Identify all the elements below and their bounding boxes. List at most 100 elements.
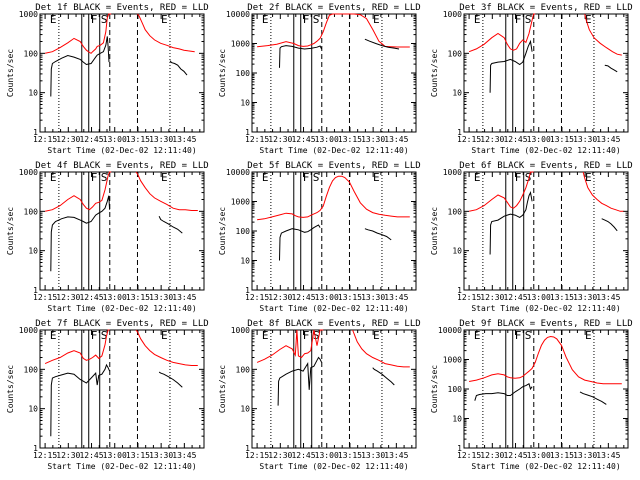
x-tick-label: 12:15 xyxy=(33,135,57,144)
panel-det-6: Det 6f BLACK = Events, RED = LLD 1 10 100 10… xyxy=(430,161,633,313)
y-tick-label: 1000 xyxy=(19,10,38,19)
y-tick-label: 10 xyxy=(240,257,250,266)
lld-series-line xyxy=(44,329,110,365)
events-series-line xyxy=(604,64,618,73)
x-axis-label: Start Time (02-Dec-02 12:11:40) xyxy=(471,146,620,155)
flag-label: E xyxy=(161,171,168,184)
x-tick-label: 12:15 xyxy=(245,293,269,302)
panel-title: Det 7f BLACK = Events, RED = LLD xyxy=(35,319,208,329)
y-axis-label: Counts/sec xyxy=(6,207,15,255)
flag-label: S xyxy=(525,13,532,26)
flag-label: F xyxy=(91,329,98,342)
x-axis-label: Start Time (02-Dec-02 12:11:40) xyxy=(259,146,408,155)
lld-series-line xyxy=(257,13,410,48)
flag-label: E xyxy=(262,13,269,26)
events-series-line xyxy=(50,195,111,272)
plot-frame xyxy=(251,13,417,133)
flag-label: F xyxy=(303,171,310,184)
panel-det-9: Det 9f BLACK = Events, RED = LLD 1 10 100 10… xyxy=(430,319,633,471)
flag-label: S xyxy=(313,329,320,342)
x-tick-label: 13:00 xyxy=(527,293,551,302)
flag-label: E xyxy=(373,329,380,342)
x-tick-label: 13:00 xyxy=(315,293,339,302)
x-tick-label: 13:30 xyxy=(573,451,597,460)
x-tick-label: 13:45 xyxy=(596,135,620,144)
x-tick-label: 12:45 xyxy=(503,451,527,460)
panel-det-3: Det 3f BLACK = Events, RED = LLD 1 10 100 10… xyxy=(430,3,633,155)
x-tick-label: 13:45 xyxy=(384,135,408,144)
x-tick-label: 13:00 xyxy=(103,293,127,302)
x-tick-label: 12:30 xyxy=(268,451,292,460)
x-tick-label: 13:30 xyxy=(573,293,597,302)
x-axis-label: Start Time (02-Dec-02 12:11:40) xyxy=(471,304,620,313)
x-tick-label: 12:30 xyxy=(56,135,80,144)
x-tick-label: 12:45 xyxy=(503,293,527,302)
x-tick-label: 12:45 xyxy=(291,451,315,460)
events-series-line xyxy=(158,371,183,388)
flag-label: S xyxy=(313,171,320,184)
flag-label: E xyxy=(474,13,481,26)
flag-label: F xyxy=(515,13,522,26)
x-tick-label: 12:45 xyxy=(79,135,103,144)
events-series-line xyxy=(601,218,618,232)
x-tick-label: 13:15 xyxy=(550,293,574,302)
y-tick-label: 100 xyxy=(448,49,463,58)
y-tick-label: 10 xyxy=(240,99,250,108)
x-tick-label: 13:15 xyxy=(338,293,362,302)
panel-det-7: Det 7f BLACK = Events, RED = LLD 1 10 100 10… xyxy=(6,319,209,471)
flag-label: S xyxy=(313,13,320,26)
panel-det-5: Det 5f BLACK = Events, RED = LLD 1 10 100 10… xyxy=(218,161,421,313)
x-tick-label: 12:30 xyxy=(268,135,292,144)
x-tick-label: 13:15 xyxy=(550,135,574,144)
x-tick-label: 13:15 xyxy=(338,135,362,144)
flag-label: E xyxy=(50,13,57,26)
x-tick-label: 13:00 xyxy=(315,135,339,144)
y-tick-label: 10 xyxy=(28,247,38,256)
x-tick-label: 12:45 xyxy=(503,135,527,144)
x-tick-label: 13:45 xyxy=(172,451,196,460)
flag-label: F xyxy=(303,13,310,26)
flag-label: S xyxy=(525,329,532,342)
panel-title: Det 5f BLACK = Events, RED = LLD xyxy=(247,161,420,171)
x-tick-label: 13:30 xyxy=(361,293,385,302)
panel-title: Det 2f BLACK = Events, RED = LLD xyxy=(247,3,420,13)
x-tick-label: 13:15 xyxy=(126,135,150,144)
lld-series-line xyxy=(584,13,622,56)
y-tick-label: 1 xyxy=(245,444,250,453)
plot-frame xyxy=(251,171,417,291)
y-axis-label: Counts/sec xyxy=(430,49,439,97)
flag-label: F xyxy=(91,13,98,26)
events-series-line xyxy=(279,45,323,68)
x-tick-label: 13:30 xyxy=(361,135,385,144)
events-series-line xyxy=(50,36,110,97)
x-tick-label: 12:45 xyxy=(291,135,315,144)
flag-label: E xyxy=(161,329,168,342)
y-tick-label: 100 xyxy=(236,69,251,78)
x-tick-label: 13:00 xyxy=(103,451,127,460)
x-tick-label: 12:45 xyxy=(79,451,103,460)
x-tick-label: 12:30 xyxy=(480,293,504,302)
y-tick-label: 1000 xyxy=(443,356,462,365)
x-tick-label: 13:00 xyxy=(315,451,339,460)
lld-series-line xyxy=(257,175,410,221)
x-tick-label: 12:15 xyxy=(457,293,481,302)
flag-label: S xyxy=(101,329,108,342)
x-tick-label: 12:15 xyxy=(245,451,269,460)
y-tick-label: 100 xyxy=(236,365,251,374)
y-tick-label: 10 xyxy=(28,405,38,414)
y-tick-label: 10000 xyxy=(226,10,250,19)
panel-det-8: Det 8f BLACK = Events, RED = LLD 1 10 100 10… xyxy=(218,319,421,471)
lld-series-line xyxy=(582,171,624,212)
panel-title: Det 9f BLACK = Events, RED = LLD xyxy=(459,319,632,329)
events-series-line xyxy=(50,363,111,437)
x-axis-label: Start Time (02-Dec-02 12:11:40) xyxy=(259,462,408,471)
x-tick-label: 13:45 xyxy=(596,293,620,302)
panel-title: Det 8f BLACK = Events, RED = LLD xyxy=(247,319,420,329)
x-tick-label: 13:45 xyxy=(596,451,620,460)
y-tick-label: 100 xyxy=(24,207,39,216)
x-tick-label: 13:00 xyxy=(527,135,551,144)
y-tick-label: 10 xyxy=(452,247,462,256)
x-tick-label: 12:30 xyxy=(56,451,80,460)
y-tick-label: 10 xyxy=(452,89,462,98)
